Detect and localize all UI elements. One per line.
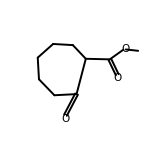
Text: O: O [121, 44, 130, 54]
Text: O: O [61, 114, 70, 124]
Text: O: O [114, 73, 122, 83]
